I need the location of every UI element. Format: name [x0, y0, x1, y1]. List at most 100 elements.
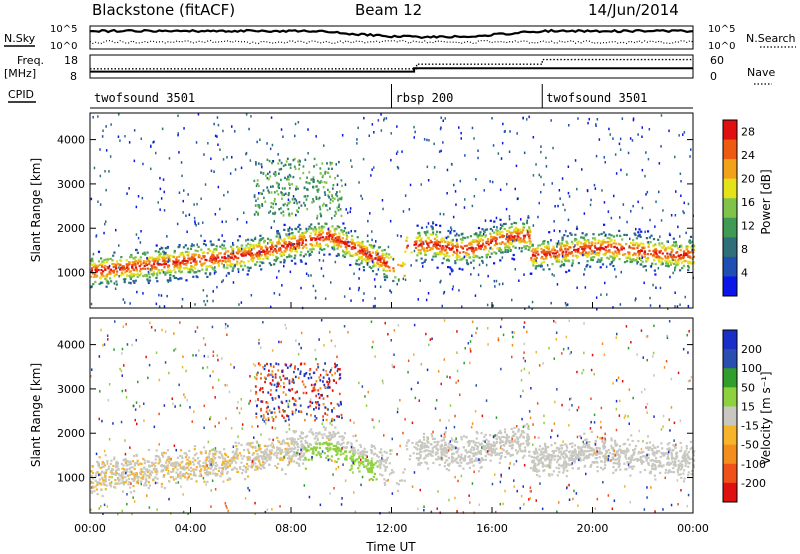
scatter-point [198, 460, 201, 463]
scatter-point [282, 203, 285, 207]
scatter-point [183, 189, 185, 192]
scatter-point [324, 193, 327, 196]
scatter-point [128, 141, 131, 144]
scatter-point [253, 195, 256, 199]
scatter-point [437, 253, 440, 256]
scatter-point [287, 213, 290, 217]
scatter-point [192, 256, 195, 259]
scatter-point [511, 231, 514, 234]
scatter-point [282, 210, 285, 213]
scatter-point [297, 210, 299, 214]
scatter-point [292, 175, 295, 179]
scatter-point [173, 260, 176, 264]
scatter-point [278, 269, 280, 273]
scatter-point [532, 248, 535, 251]
scatter-point [90, 285, 93, 289]
scatter-point [384, 263, 387, 266]
scatter-point [90, 197, 93, 201]
scatter-point [335, 212, 337, 215]
scatter-point [212, 290, 214, 293]
scatter-point [392, 267, 395, 270]
scatter-point [317, 245, 320, 248]
scatter-point [329, 240, 332, 243]
scatter-point [383, 275, 386, 279]
scatter-point [234, 453, 238, 456]
scatter-point [200, 234, 202, 238]
scatter-point [278, 238, 281, 241]
scatter-point [177, 133, 179, 137]
scatter-point [539, 265, 542, 268]
scatter-point [297, 242, 300, 245]
scatter-point [563, 244, 566, 247]
scatter-point [517, 229, 520, 232]
scatter-point [540, 190, 542, 194]
scatter-point [603, 156, 605, 159]
scatter-point [668, 442, 671, 445]
scatter-point [327, 171, 330, 175]
scatter-point [678, 245, 681, 248]
scatter-point [687, 251, 690, 254]
cpid-segment-label: twofsound 3501 [546, 91, 647, 105]
scatter-point [420, 239, 423, 242]
scatter-point [119, 259, 122, 262]
scatter-point [95, 472, 98, 475]
scatter-point [612, 252, 615, 255]
scatter-point [191, 258, 194, 261]
scatter-point [672, 258, 674, 262]
scatter-point [587, 254, 590, 257]
scatter-point [319, 167, 322, 170]
scatter-point [560, 248, 563, 251]
scatter-point [362, 463, 365, 466]
scatter-point [324, 172, 326, 175]
scatter-point [297, 187, 299, 190]
scatter-point [300, 452, 303, 455]
scatter-point [433, 237, 436, 240]
scatter-point [297, 121, 300, 124]
scatter-point [456, 232, 458, 236]
scatter-point [548, 253, 551, 256]
scatter-point [308, 171, 311, 174]
scatter-point [636, 262, 638, 265]
scatter-point [488, 453, 491, 456]
scatter-point [182, 267, 185, 270]
scatter-point [284, 243, 287, 246]
scatter-point [504, 244, 507, 247]
scatter-point [309, 237, 313, 240]
scatter-point [416, 444, 420, 447]
scatter-point [501, 251, 504, 254]
power-colorbar-swatch [723, 120, 737, 141]
scatter-point [104, 268, 107, 271]
scatter-point [567, 218, 570, 222]
scatter-point [132, 274, 135, 278]
scatter-point [456, 440, 459, 444]
scatter-point [361, 240, 364, 243]
scatter-point [204, 462, 208, 465]
scatter-point [541, 462, 545, 466]
scatter-point [454, 439, 457, 442]
scatter-point [499, 227, 501, 231]
scatter-point [167, 258, 170, 261]
noise-left-label: N.Sky [4, 32, 36, 45]
scatter-point [501, 440, 504, 443]
scatter-point [259, 260, 262, 263]
scatter-point [223, 457, 227, 460]
scatter-point [595, 296, 598, 299]
scatter-point [571, 259, 575, 262]
scatter-point [280, 191, 283, 194]
scatter-point [176, 222, 179, 226]
scatter-point [402, 210, 405, 213]
scatter-point [179, 454, 182, 457]
scatter-point [358, 286, 360, 290]
scatter-point [258, 462, 262, 465]
scatter-point [103, 261, 106, 264]
scatter-point [169, 277, 172, 280]
scatter-point [682, 255, 685, 258]
scatter-point [390, 291, 393, 294]
scatter-point [512, 245, 515, 248]
scatter-point [363, 258, 366, 261]
scatter-point [294, 134, 296, 138]
scatter-point [452, 238, 454, 242]
scatter-point [536, 265, 539, 268]
scatter-point [368, 254, 371, 257]
